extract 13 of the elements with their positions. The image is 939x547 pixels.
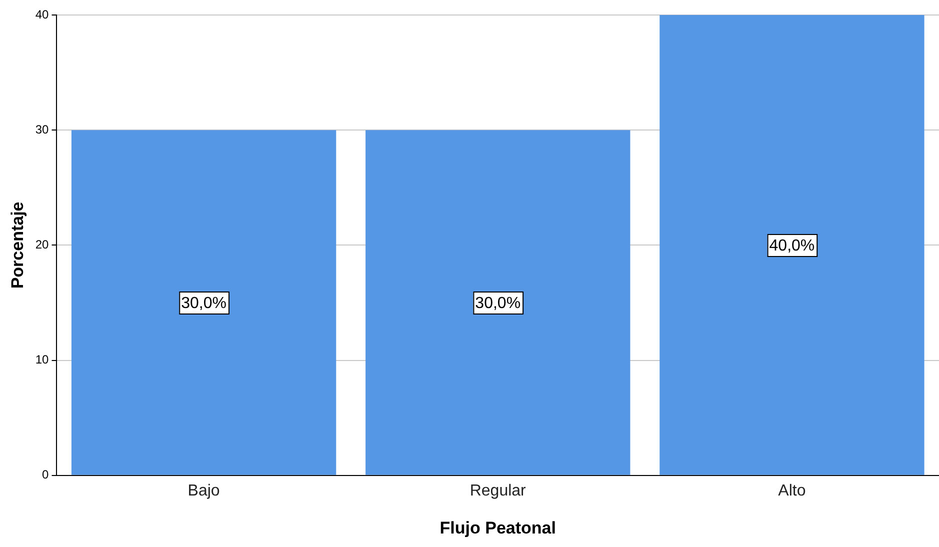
x-tick-label: Regular [470,482,527,500]
data-label: 30,0% [181,294,226,312]
y-tick-label: 30 [35,122,50,136]
x-axis-title: Flujo Peatonal [440,518,556,538]
y-tick-label: 20 [35,238,50,252]
y-axis-title: Porcentaje [8,202,27,289]
y-tick-label: 40 [35,7,50,22]
data-label: 40,0% [769,237,815,254]
data-label: 30,0% [475,294,521,312]
x-tick-label: Bajo [188,482,220,500]
y-tick-label: 0 [42,468,50,482]
y-tick-label: 10 [35,352,50,367]
x-tick-label: Alto [778,482,806,500]
